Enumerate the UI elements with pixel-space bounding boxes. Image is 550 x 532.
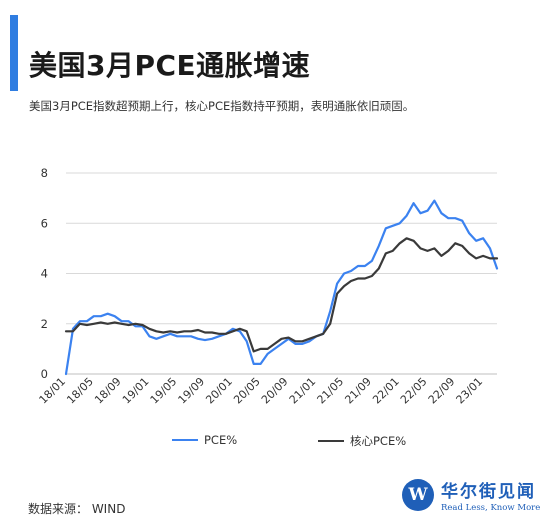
chart-lines bbox=[64, 199, 499, 376]
title-accent-bar bbox=[10, 15, 18, 91]
legend-core-pce: 核心PCE% bbox=[318, 433, 406, 449]
x-tick-label: 21/01 bbox=[287, 375, 319, 407]
legend-pce-label: PCE% bbox=[204, 433, 238, 447]
legend-core-label: 核心PCE% bbox=[350, 434, 407, 448]
y-tick-label: 6 bbox=[41, 216, 48, 230]
page-title: 美国3月PCE通胀增速 bbox=[29, 49, 311, 82]
brand-logo-icon: W bbox=[402, 479, 434, 511]
x-tick-label: 20/09 bbox=[259, 375, 291, 407]
x-tick-label: 20/05 bbox=[231, 375, 263, 407]
x-tick-label: 21/05 bbox=[315, 375, 347, 407]
x-tick-label: 19/05 bbox=[148, 375, 180, 407]
data-source: 数据来源： WIND bbox=[28, 502, 126, 516]
legend-core-swatch bbox=[318, 439, 344, 443]
x-tick-label: 18/05 bbox=[64, 375, 96, 407]
x-tick-label: 18/09 bbox=[92, 375, 124, 407]
legend-pce-swatch bbox=[172, 438, 198, 442]
x-tick-label: 22/05 bbox=[398, 375, 430, 407]
x-tick-label: 23/01 bbox=[454, 375, 486, 407]
x-tick-label: 20/01 bbox=[203, 375, 235, 407]
y-tick-label: 4 bbox=[41, 267, 48, 281]
legend-pce: PCE% bbox=[172, 433, 237, 447]
x-tick-label: 21/09 bbox=[342, 375, 374, 407]
page-subtitle: 美国3月PCE指数超预期上行，核心PCE指数持平预期，表明通胀依旧顽固。 bbox=[29, 99, 415, 113]
x-tick-label: 19/09 bbox=[176, 375, 208, 407]
y-tick-label: 2 bbox=[41, 317, 48, 331]
series-line-core-pce bbox=[64, 237, 499, 353]
brand-slogan: Read Less, Know More bbox=[441, 503, 541, 513]
x-tick-label: 22/09 bbox=[426, 375, 458, 407]
brand-name: 华尔街见闻 bbox=[441, 482, 536, 502]
series-line-pce bbox=[64, 199, 499, 376]
y-tick-label: 8 bbox=[41, 166, 48, 180]
x-tick-label: 19/01 bbox=[120, 375, 152, 407]
brand-logo: W 华尔街见闻 Read Less, Know More bbox=[402, 477, 540, 513]
x-axis-ticks: 18/0118/0518/0919/0119/0519/0920/0120/05… bbox=[37, 375, 486, 407]
y-axis-ticks: 0 2 4 6 8 bbox=[41, 166, 48, 381]
y-tick-label: 0 bbox=[41, 367, 48, 381]
x-tick-label: 22/01 bbox=[370, 375, 402, 407]
